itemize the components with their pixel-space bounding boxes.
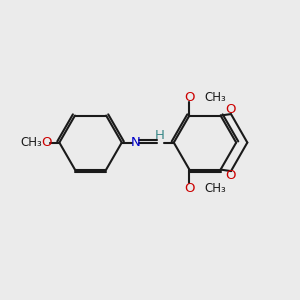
Text: N: N <box>130 136 140 149</box>
Text: O: O <box>184 91 195 103</box>
Text: O: O <box>184 182 195 194</box>
Text: H: H <box>155 129 165 142</box>
Text: O: O <box>41 136 52 149</box>
Text: CH₃: CH₃ <box>204 182 226 194</box>
Text: CH₃: CH₃ <box>20 136 42 149</box>
Text: O: O <box>226 169 236 182</box>
Text: CH₃: CH₃ <box>204 91 226 103</box>
Text: O: O <box>226 103 236 116</box>
